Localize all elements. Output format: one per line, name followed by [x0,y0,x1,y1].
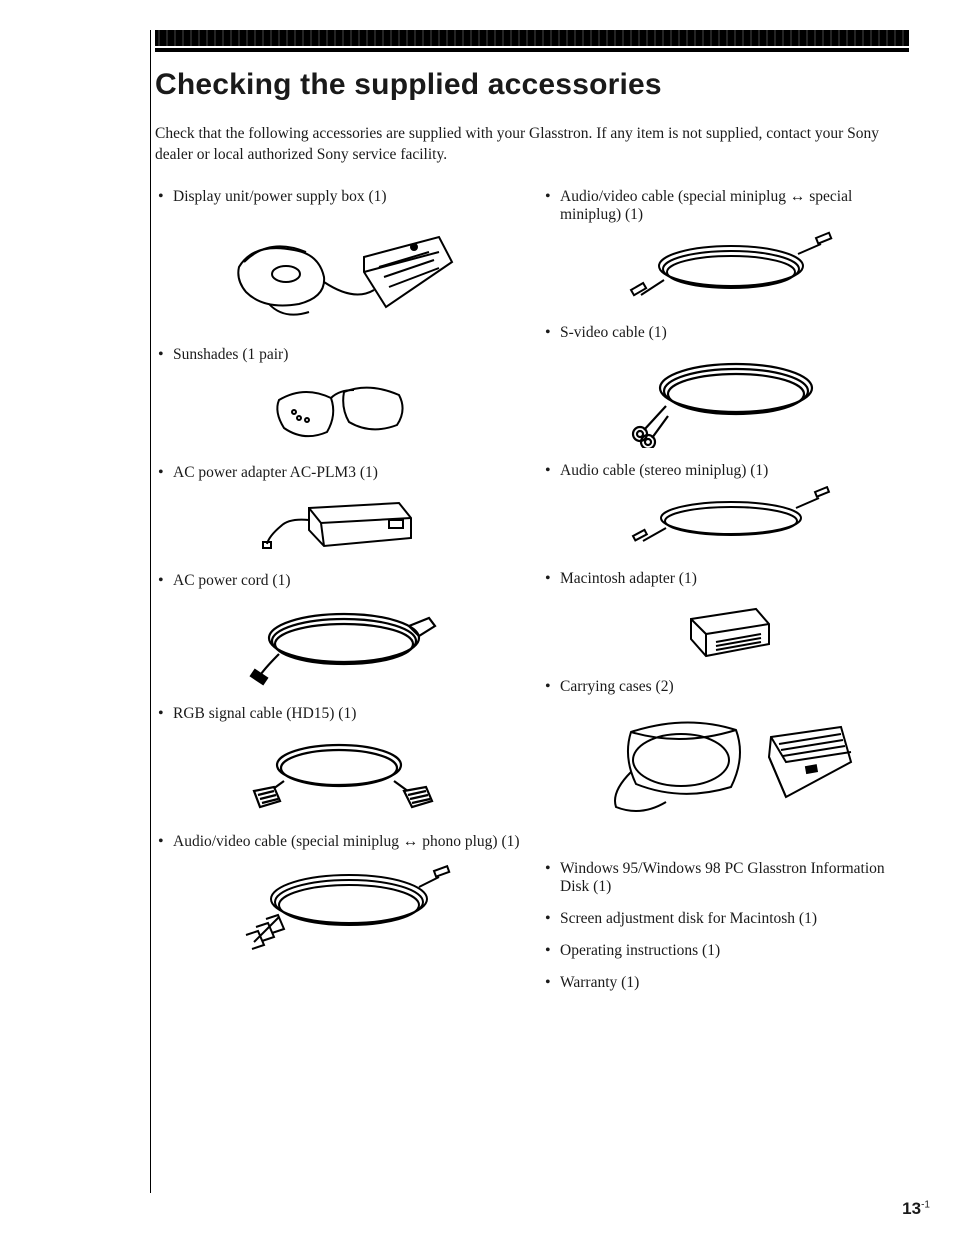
list-item: Macintosh adapter (1) [542,570,909,588]
left-column: Display unit/power supply box (1) [155,184,522,992]
spacer [542,960,909,970]
content-columns: Display unit/power supply box (1) [155,184,909,992]
list-item: AC power cord (1) [155,572,522,590]
spacer [542,928,909,938]
intro-paragraph: Check that the following accessories are… [155,124,909,166]
two-way-arrow-icon: ↔ [403,833,419,850]
list-item: Display unit/power supply box (1) [155,188,522,206]
illustration-av-cable-phono [155,857,522,957]
two-way-arrow-icon: ↔ [790,188,806,205]
item-label-suffix: phono plug) (1) [418,833,519,850]
illustration-display-unit [155,212,522,332]
list-item: Sunshades (1 pair) [155,346,522,364]
list-item: Windows 95/Windows 98 PC Glasstron Infor… [542,860,909,896]
page-number: 13-1 [902,1199,930,1219]
illustration-ac-adapter [155,488,522,558]
list-item: RGB signal cable (HD15) (1) [155,705,522,723]
page-number-value: 13 [902,1199,921,1218]
item-label-prefix: Audio/video cable (special miniplug [560,188,790,205]
list-item: S-video cable (1) [542,324,909,342]
illustration-av-cable-miniplug [542,230,909,310]
list-item: AC power adapter AC-PLM3 (1) [155,464,522,482]
list-item: Carrying cases (2) [542,678,909,696]
list-item: Screen adjustment disk for Macintosh (1) [542,910,909,928]
page-number-suffix: -1 [921,1199,930,1210]
illustration-ac-cord [155,596,522,691]
top-decorative-border [155,30,909,46]
page-title: Checking the supplied accessories [155,68,909,102]
right-column: Audio/video cable (special miniplug ↔ sp… [542,184,909,992]
spacer [542,836,909,856]
list-item: Operating instructions (1) [542,942,909,960]
list-item: Warranty (1) [542,974,909,992]
illustration-rgb-cable [155,729,522,819]
left-vertical-rule [150,30,151,1193]
item-label-prefix: Audio/video cable (special miniplug [173,833,403,850]
list-item: Audio/video cable (special miniplug ↔ sp… [542,188,909,224]
list-item: Audio/video cable (special miniplug ↔ ph… [155,833,522,851]
illustration-svideo-cable [542,348,909,448]
illustration-sunshades [155,370,522,450]
spacer [542,896,909,906]
illustration-carrying-cases [542,702,909,822]
list-item: Audio cable (stereo miniplug) (1) [542,462,909,480]
illustration-audio-cable [542,486,909,556]
illustration-mac-adapter [542,594,909,664]
manual-page: Checking the supplied accessories Check … [0,0,954,1233]
